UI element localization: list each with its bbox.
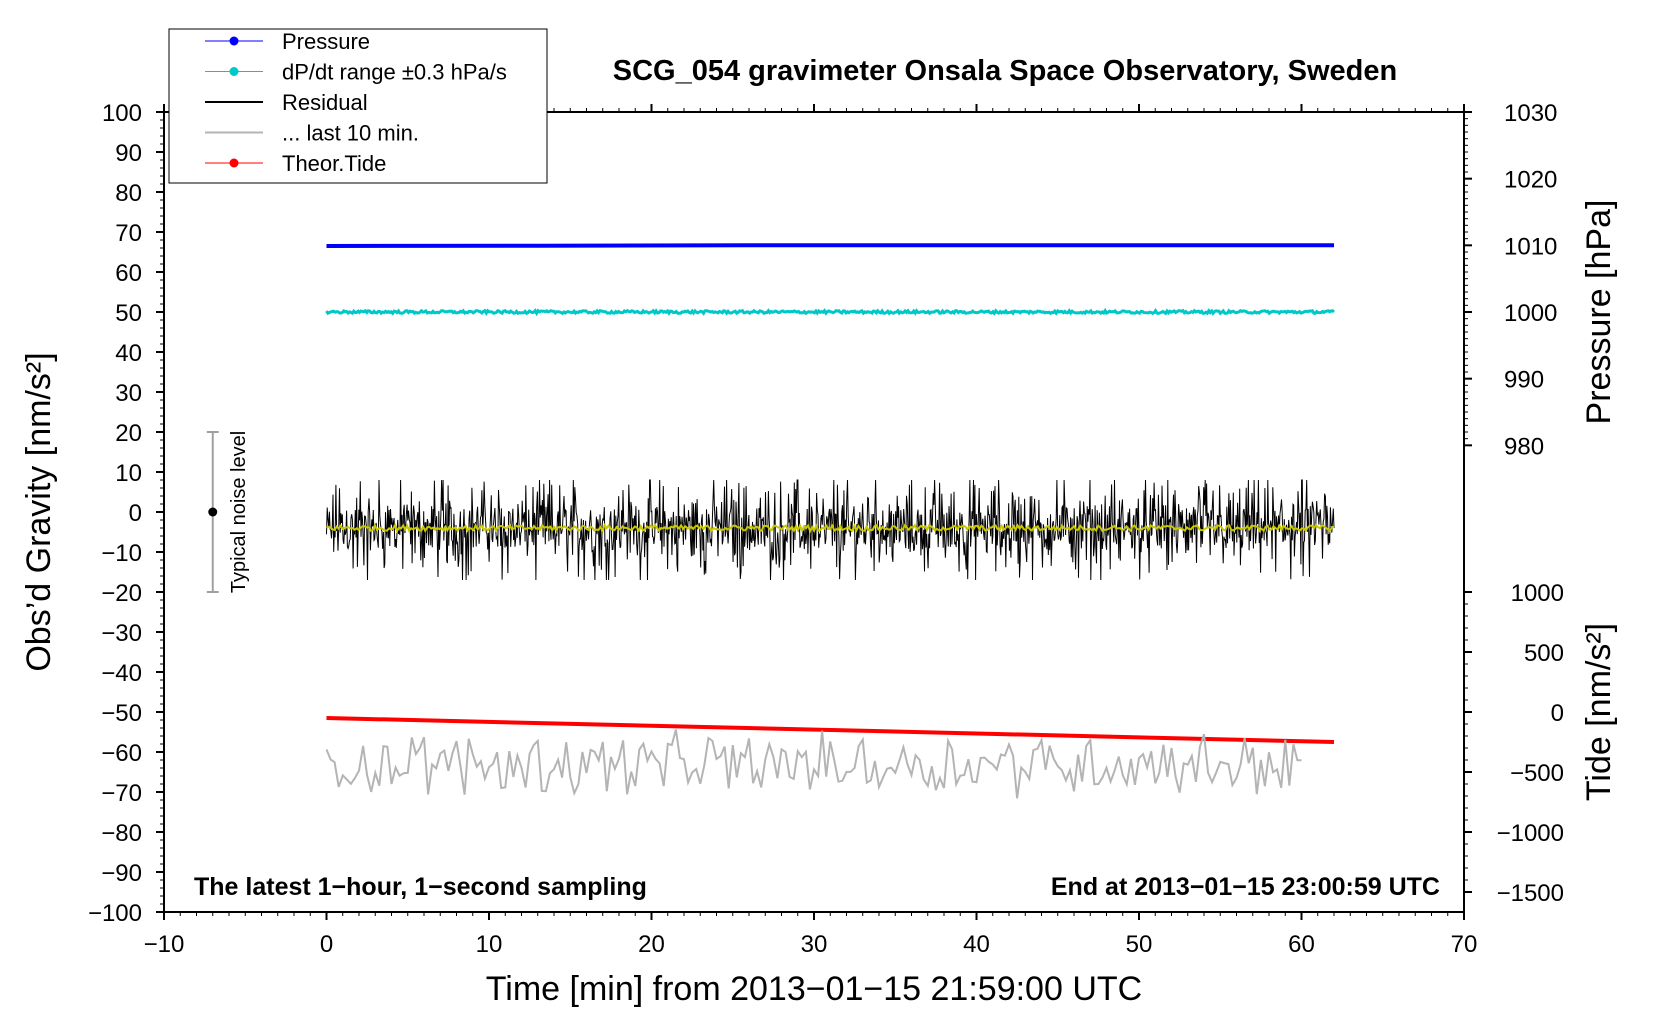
left-y-axis-label: Obs’d Gravity [nm/s²] <box>20 352 58 671</box>
left-y-tick-label: −100 <box>88 900 142 927</box>
left-y-tick-label: 40 <box>115 340 142 367</box>
left-y-tick-label: 10 <box>115 460 142 487</box>
left-y-tick-label: 50 <box>115 300 142 327</box>
legend-label: Pressure <box>282 29 370 54</box>
left-y-tick-label: 60 <box>115 260 142 287</box>
noise-bar-label: Typical noise level <box>228 431 250 593</box>
left-y-tick-label: 0 <box>129 500 142 527</box>
x-tick-label: −10 <box>144 931 185 958</box>
legend-marker <box>229 36 239 46</box>
legend-label: ... last 10 min. <box>282 121 419 146</box>
legend-label: Theor.Tide <box>282 151 386 176</box>
left-y-tick-label: −40 <box>101 660 142 687</box>
legend-marker <box>229 158 239 168</box>
pressure-series <box>326 243 1334 248</box>
left-y-tick-label: 90 <box>115 140 142 167</box>
left-y-tick-label: −80 <box>101 820 142 847</box>
pressure-tick-label: 1010 <box>1504 233 1557 260</box>
last-10-min-series <box>325 729 1302 799</box>
x-tick-label: 70 <box>1451 931 1478 958</box>
left-y-tick-label: −90 <box>101 860 142 887</box>
pressure-tick-label: 990 <box>1504 367 1544 394</box>
left-y-tick-label: −60 <box>101 740 142 767</box>
theoretical-tide-series <box>326 716 1335 744</box>
tide-tick-label: 0 <box>1551 700 1564 727</box>
legend-label: Residual <box>282 90 368 115</box>
left-y-tick-label: 80 <box>115 180 142 207</box>
x-tick-label: 60 <box>1288 931 1315 958</box>
end-time-note: End at 2013−01−15 23:00:59 UTC <box>1051 873 1440 901</box>
left-y-tick-label: 20 <box>115 420 142 447</box>
tide-tick-label: −1000 <box>1497 820 1564 847</box>
dpdt-series <box>325 307 1335 317</box>
left-y-tick-label: 30 <box>115 380 142 407</box>
x-tick-label: 30 <box>801 931 828 958</box>
left-y-axis-ticks: 1009080706050403020100−10−20−30−40−50−60… <box>88 100 164 927</box>
tide-tick-label: 1000 <box>1511 580 1564 607</box>
residual-smoothed-series <box>326 522 1334 534</box>
left-y-tick-label: 100 <box>102 100 142 127</box>
x-tick-label: 50 <box>1126 931 1153 958</box>
pressure-tick-label: 980 <box>1504 433 1544 460</box>
left-y-tick-label: −70 <box>101 780 142 807</box>
tide-tick-label: −1500 <box>1497 880 1564 907</box>
pressure-tick-label: 1000 <box>1504 300 1557 327</box>
legend-label: dP/dt range ±0.3 hPa/s <box>282 60 507 85</box>
noise-level-bar: Typical noise level <box>206 431 250 593</box>
tide-axis-label: Tide [nm/s²] <box>1580 623 1618 801</box>
x-axis-label: Time [min] from 2013−01−15 21:59:00 UTC <box>486 970 1142 1008</box>
x-tick-label: 0 <box>320 931 333 958</box>
left-y-tick-label: 70 <box>115 220 142 247</box>
x-tick-label: 10 <box>476 931 503 958</box>
x-tick-label: 20 <box>638 931 665 958</box>
sampling-note: The latest 1−hour, 1−second sampling <box>194 873 647 901</box>
legend-marker <box>229 67 239 76</box>
x-axis-ticks: −10 0 10 20 30 40 50 60 70 <box>144 104 1478 958</box>
pressure-tick-label: 1020 <box>1504 167 1557 194</box>
left-y-tick-label: −30 <box>101 620 142 647</box>
pressure-tick-label: 1030 <box>1504 100 1557 127</box>
x-tick-label: 40 <box>963 931 990 958</box>
left-y-tick-label: −50 <box>101 700 142 727</box>
right-y-axis-ticks: 1030 1020 1010 1000 990 980 1000 500 0 −500 −1000 −… <box>1464 100 1564 907</box>
noise-bar-dot <box>208 507 218 517</box>
legend: Pressure dP/dt range ±0.3 hPa/s Residual..… <box>168 28 548 184</box>
left-y-tick-label: −20 <box>101 580 142 607</box>
chart-title: SCG_054 gravimeter Onsala Space Observat… <box>613 55 1397 87</box>
tide-tick-label: −500 <box>1510 760 1564 787</box>
legend-box <box>168 28 548 184</box>
pressure-axis-label: Pressure [hPa] <box>1580 200 1618 425</box>
data-series <box>325 243 1335 799</box>
left-y-tick-label: −10 <box>101 540 142 567</box>
tide-tick-label: 500 <box>1524 640 1564 667</box>
